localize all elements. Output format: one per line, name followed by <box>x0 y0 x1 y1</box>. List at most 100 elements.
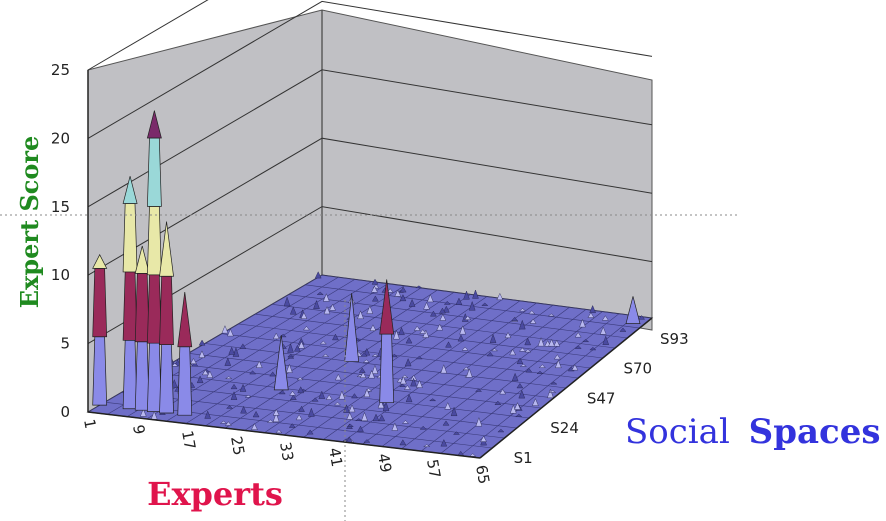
z-tick-label: S93 <box>660 330 689 348</box>
mesh-bump <box>300 312 308 319</box>
mesh-bump <box>450 406 458 416</box>
x-axis-label: Experts <box>147 475 283 513</box>
y-tick-label: 25 <box>51 61 70 79</box>
mesh-bump <box>490 348 499 352</box>
mesh-bump <box>313 299 320 309</box>
mesh-bump <box>419 425 427 430</box>
mesh-line <box>238 323 591 369</box>
mesh-bump <box>430 310 437 317</box>
peak-band <box>177 346 193 416</box>
mesh-bump <box>371 285 378 293</box>
peak-band <box>147 274 162 344</box>
mesh-bump <box>459 325 466 335</box>
mesh-bump <box>444 402 452 410</box>
mesh-bump <box>303 326 310 331</box>
mesh-bump <box>461 346 469 351</box>
mesh-bump <box>518 389 526 399</box>
mesh-bump <box>239 383 247 392</box>
mesh-bump <box>469 453 477 457</box>
mesh-bump <box>190 358 197 364</box>
gridline <box>87 0 209 71</box>
peak <box>146 110 162 412</box>
mesh-bump <box>316 291 324 295</box>
peak-band <box>147 342 162 412</box>
peak-band <box>159 221 174 277</box>
mesh-bump <box>295 414 303 421</box>
mesh-bump <box>548 390 557 393</box>
mesh-bump <box>401 374 409 378</box>
mesh-bump <box>278 389 286 395</box>
mesh-bump <box>413 325 421 331</box>
mesh-bump <box>466 368 473 378</box>
mesh-bump <box>405 337 413 344</box>
peak-band <box>92 336 108 406</box>
mesh-bump <box>363 348 371 356</box>
mesh-bump <box>308 407 315 417</box>
x-tick-label: 57 <box>423 458 444 480</box>
mesh-bump <box>391 422 399 431</box>
mesh-bump <box>371 278 379 285</box>
mesh-bump <box>499 389 507 395</box>
mesh-bump <box>357 425 364 432</box>
z-axis-label-part2: Spaces <box>749 412 881 452</box>
mesh-bump <box>399 294 407 302</box>
mesh-bump <box>422 329 430 338</box>
mesh-bump <box>489 333 497 344</box>
mesh-bump <box>372 413 380 422</box>
mesh-bump <box>481 302 489 306</box>
mesh-bump <box>537 337 545 347</box>
mesh-bump <box>382 401 390 412</box>
x-tick-label: 49 <box>374 452 395 474</box>
mesh-bump <box>355 418 363 421</box>
mesh-bump <box>394 289 402 297</box>
mesh-bump <box>399 286 407 293</box>
x-tick-label: 9 <box>129 423 148 436</box>
mesh-bump <box>525 367 533 373</box>
mesh-bump <box>266 419 274 423</box>
mesh-bump <box>287 354 295 358</box>
peak-band <box>177 292 193 348</box>
mesh-bump <box>547 313 555 317</box>
mesh-bump <box>582 339 590 343</box>
mesh-bump <box>296 377 304 381</box>
mesh-bump <box>329 303 336 311</box>
mesh-bump <box>415 355 423 360</box>
peak-band <box>625 296 641 325</box>
mesh-bump <box>298 405 305 412</box>
mesh-bump <box>287 342 294 353</box>
mesh-bump <box>272 408 280 416</box>
mesh-bump <box>390 353 398 358</box>
peak-band <box>379 333 395 403</box>
z-tick-label: S70 <box>623 360 652 378</box>
y-tick-label: 0 <box>60 403 70 421</box>
mesh-bump <box>202 369 209 376</box>
mesh-bump <box>553 339 561 347</box>
mesh-bump <box>514 402 521 410</box>
mesh-bump <box>439 307 446 314</box>
mesh-bump <box>401 420 409 424</box>
peak-band <box>134 273 150 343</box>
mesh-bump <box>423 444 431 447</box>
mesh-bump <box>524 349 532 353</box>
mesh-bump <box>399 439 407 446</box>
mesh-bump <box>553 354 561 360</box>
mesh-bump <box>442 420 450 426</box>
peak-band <box>344 293 360 362</box>
mesh-bump <box>399 383 407 387</box>
mesh-bump <box>224 421 232 426</box>
x-tick-label: 1 <box>80 418 99 431</box>
mesh-bump <box>206 370 214 378</box>
mesh-bump <box>323 306 331 315</box>
mesh-bump <box>550 381 558 385</box>
peak-band <box>146 110 162 139</box>
mesh-bump <box>314 271 322 279</box>
mesh-bump <box>519 347 526 352</box>
mesh-line <box>255 313 603 359</box>
gridline <box>87 69 653 208</box>
mesh-bump <box>191 362 199 367</box>
mesh-bump <box>357 310 364 319</box>
mesh-bump <box>272 412 280 423</box>
mesh-bump <box>415 285 423 289</box>
mesh-bump <box>255 360 263 368</box>
